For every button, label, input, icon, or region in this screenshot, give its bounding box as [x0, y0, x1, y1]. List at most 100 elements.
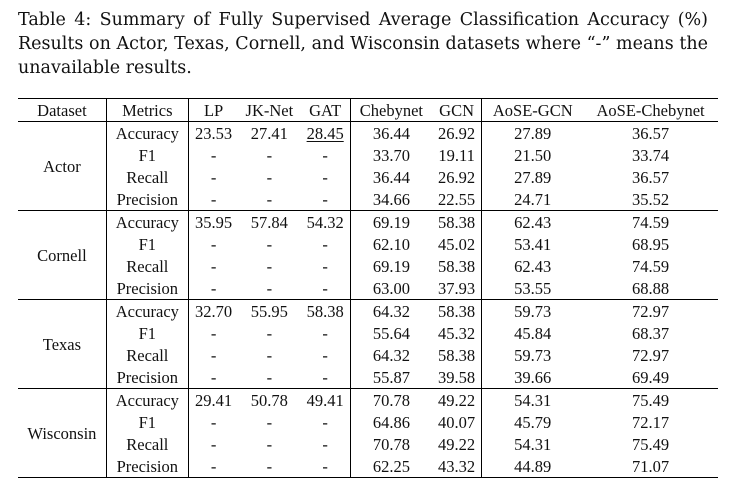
gat-cell: 54.32 [306, 212, 344, 232]
gcn-cell: 58.38 [438, 301, 476, 321]
lp-cell: 32.70 [187, 299, 239, 322]
gcn-cell: 22.55 [438, 189, 476, 209]
gcn-cell: 45.02 [438, 234, 476, 254]
metric-cell: Recall [105, 255, 189, 277]
gat-cell: - [322, 234, 328, 254]
lp-cell: - [187, 322, 239, 344]
group-texas: Texas Accuracy 32.70 55.95 58.38 64.32 5… [18, 299, 718, 389]
table-row: Recall - - - 64.32 58.38 59.73 72.97 [18, 344, 718, 366]
chebynet-cell: 36.44 [349, 166, 432, 188]
header-row: Dataset Metrics LP JK-Net GAT Chebynet G… [18, 98, 718, 122]
chebynet-cell: 69.19 [349, 210, 432, 233]
aose-gcn-cell: 59.73 [481, 299, 584, 322]
jknet-cell: - [266, 412, 273, 432]
chebynet-cell: 62.25 [349, 455, 432, 478]
metric-cell: Accuracy [105, 121, 189, 144]
gat-cell: - [322, 189, 328, 209]
table-row: F1 - - - 62.10 45.02 53.41 68.95 [18, 233, 718, 255]
chebynet-cell: 69.19 [349, 255, 432, 277]
header-aose-chebynet: AoSE-Chebynet [596, 100, 705, 120]
dataset-cell: Texas [42, 334, 82, 354]
gcn-cell: 37.93 [438, 278, 476, 298]
metric-cell: Accuracy [105, 299, 189, 322]
gat-cell: 49.41 [306, 390, 344, 410]
lp-cell: - [187, 433, 239, 455]
lp-cell: 35.95 [187, 210, 239, 233]
table-row: Actor Accuracy 23.53 27.41 28.45 36.44 2… [18, 121, 718, 176]
gat-cell: 58.38 [306, 301, 344, 321]
aose-chebynet-cell: 74.59 [632, 256, 670, 276]
gat-cell: - [322, 256, 328, 276]
aose-chebynet-cell: 75.49 [632, 434, 670, 454]
metric-cell: Precision [105, 188, 189, 211]
chebynet-cell: 64.32 [349, 299, 432, 322]
header-aose-gcn: AoSE-GCN [481, 98, 584, 122]
chebynet-cell: 55.87 [349, 366, 432, 389]
table-row: F1 - - - 55.64 45.32 45.84 68.37 [18, 322, 718, 344]
metric-cell: F1 [105, 144, 189, 166]
table-caption: Table 4: Summary of Fully Supervised Ave… [18, 10, 708, 78]
metric-cell: Accuracy [105, 210, 189, 233]
lp-cell: - [187, 366, 239, 389]
jknet-cell: 57.84 [250, 212, 288, 232]
header-metrics: Metrics [105, 98, 189, 122]
chebynet-cell: 64.86 [349, 411, 432, 433]
aose-chebynet-cell: 75.49 [632, 390, 670, 410]
jknet-cell: 27.41 [250, 123, 288, 143]
chebynet-cell: 64.32 [349, 344, 432, 366]
gat-cell: - [322, 434, 328, 454]
chebynet-cell: 70.78 [349, 388, 432, 411]
jknet-cell: - [266, 256, 273, 276]
table-row: Recall - - - 70.78 49.22 54.31 75.49 [18, 433, 718, 455]
jknet-cell: - [266, 345, 273, 365]
aose-gcn-cell: 27.89 [481, 121, 584, 144]
gcn-cell: 39.58 [438, 367, 476, 387]
chebynet-cell: 36.44 [349, 121, 432, 144]
header-chebynet: Chebynet [349, 98, 432, 122]
table-row: Recall - - - 69.19 58.38 62.43 74.59 [18, 255, 718, 277]
aose-gcn-cell: 53.55 [481, 277, 584, 300]
gat-cell: - [322, 323, 328, 343]
aose-gcn-cell: 53.41 [481, 233, 584, 255]
table-row: Texas Accuracy 32.70 55.95 58.38 64.32 5… [18, 299, 718, 354]
metric-cell: Recall [105, 166, 189, 188]
aose-gcn-cell: 21.50 [481, 144, 584, 166]
jknet-cell: 50.78 [250, 390, 288, 410]
metric-cell: Precision [105, 366, 189, 389]
gcn-cell: 19.11 [438, 145, 475, 165]
chebynet-cell: 33.70 [349, 144, 432, 166]
jknet-cell: - [266, 234, 273, 254]
aose-chebynet-cell: 71.07 [632, 456, 670, 476]
jknet-cell: - [266, 167, 273, 187]
table-row: Wisconsin Accuracy 29.41 50.78 49.41 70.… [18, 388, 718, 443]
gcn-cell: 45.32 [438, 323, 476, 343]
table-row: Precision - - - 55.87 39.58 39.66 69.49 [18, 366, 718, 389]
lp-cell: - [187, 166, 239, 188]
dataset-cell: Cornell [37, 245, 87, 265]
aose-chebynet-cell: 69.49 [632, 367, 670, 387]
aose-chebynet-cell: 68.88 [632, 278, 670, 298]
aose-chebynet-cell: 35.52 [632, 189, 670, 209]
aose-gcn-cell: 54.31 [481, 388, 584, 411]
aose-chebynet-cell: 68.37 [632, 323, 670, 343]
table-row: F1 - - - 64.86 40.07 45.79 72.17 [18, 411, 718, 433]
group-wisconsin: Wisconsin Accuracy 29.41 50.78 49.41 70.… [18, 388, 718, 478]
chebynet-cell: 63.00 [349, 277, 432, 300]
gcn-cell: 26.92 [438, 167, 476, 187]
gat-cell: - [322, 345, 328, 365]
lp-cell: 29.41 [187, 388, 239, 411]
gat-cell: - [322, 167, 328, 187]
jknet-cell: - [266, 278, 273, 298]
lp-cell: - [187, 233, 239, 255]
aose-chebynet-cell: 74.59 [632, 212, 670, 232]
jknet-cell: - [266, 189, 273, 209]
lp-cell: 23.53 [187, 121, 239, 144]
gat-cell: - [322, 278, 328, 298]
metric-cell: F1 [105, 322, 189, 344]
header-gat: GAT [309, 100, 342, 120]
chebynet-cell: 34.66 [349, 188, 432, 211]
lp-cell: - [187, 255, 239, 277]
aose-gcn-cell: 59.73 [481, 344, 584, 366]
aose-gcn-cell: 45.84 [481, 322, 584, 344]
aose-gcn-cell: 62.43 [481, 210, 584, 233]
